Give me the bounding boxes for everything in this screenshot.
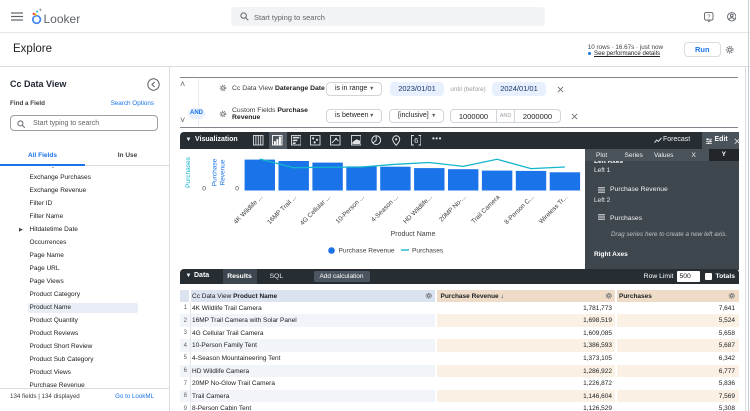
svg-text:4G Cellular ...: 4G Cellular ... — [299, 193, 332, 226]
svg-text:Purchases: Purchases — [412, 247, 444, 254]
svg-text:Purchase Revenue: Purchase Revenue — [339, 247, 395, 254]
svg-text:Product Name: Product Name — [391, 231, 436, 238]
svg-text:Wireless Tr...: Wireless Tr... — [538, 193, 570, 225]
svg-text:8-Person C...: 8-Person C... — [503, 193, 535, 225]
svg-text:6: 6 — [414, 136, 418, 145]
svg-text:0: 0 — [235, 185, 239, 192]
svg-text:Purchase: Purchase — [212, 158, 219, 186]
svg-text:Revenue: Revenue — [220, 159, 227, 185]
svg-text:4K Wildlife ...: 4K Wildlife ... — [232, 193, 264, 225]
svg-text:20MP No-...: 20MP No-... — [438, 193, 468, 223]
svg-text:HD Wildlife...: HD Wildlife... — [402, 193, 434, 225]
svg-text:10-Person ...: 10-Person ... — [335, 193, 366, 224]
svg-text:4-Season ...: 4-Season ... — [370, 193, 400, 223]
svg-text:Trail Camera: Trail Camera — [470, 193, 502, 225]
svg-text:?: ? — [707, 14, 711, 20]
svg-text:16MP Trail ...: 16MP Trail ... — [266, 193, 298, 225]
svg-text:0: 0 — [202, 185, 206, 192]
svg-text:Purchases: Purchases — [185, 156, 192, 187]
